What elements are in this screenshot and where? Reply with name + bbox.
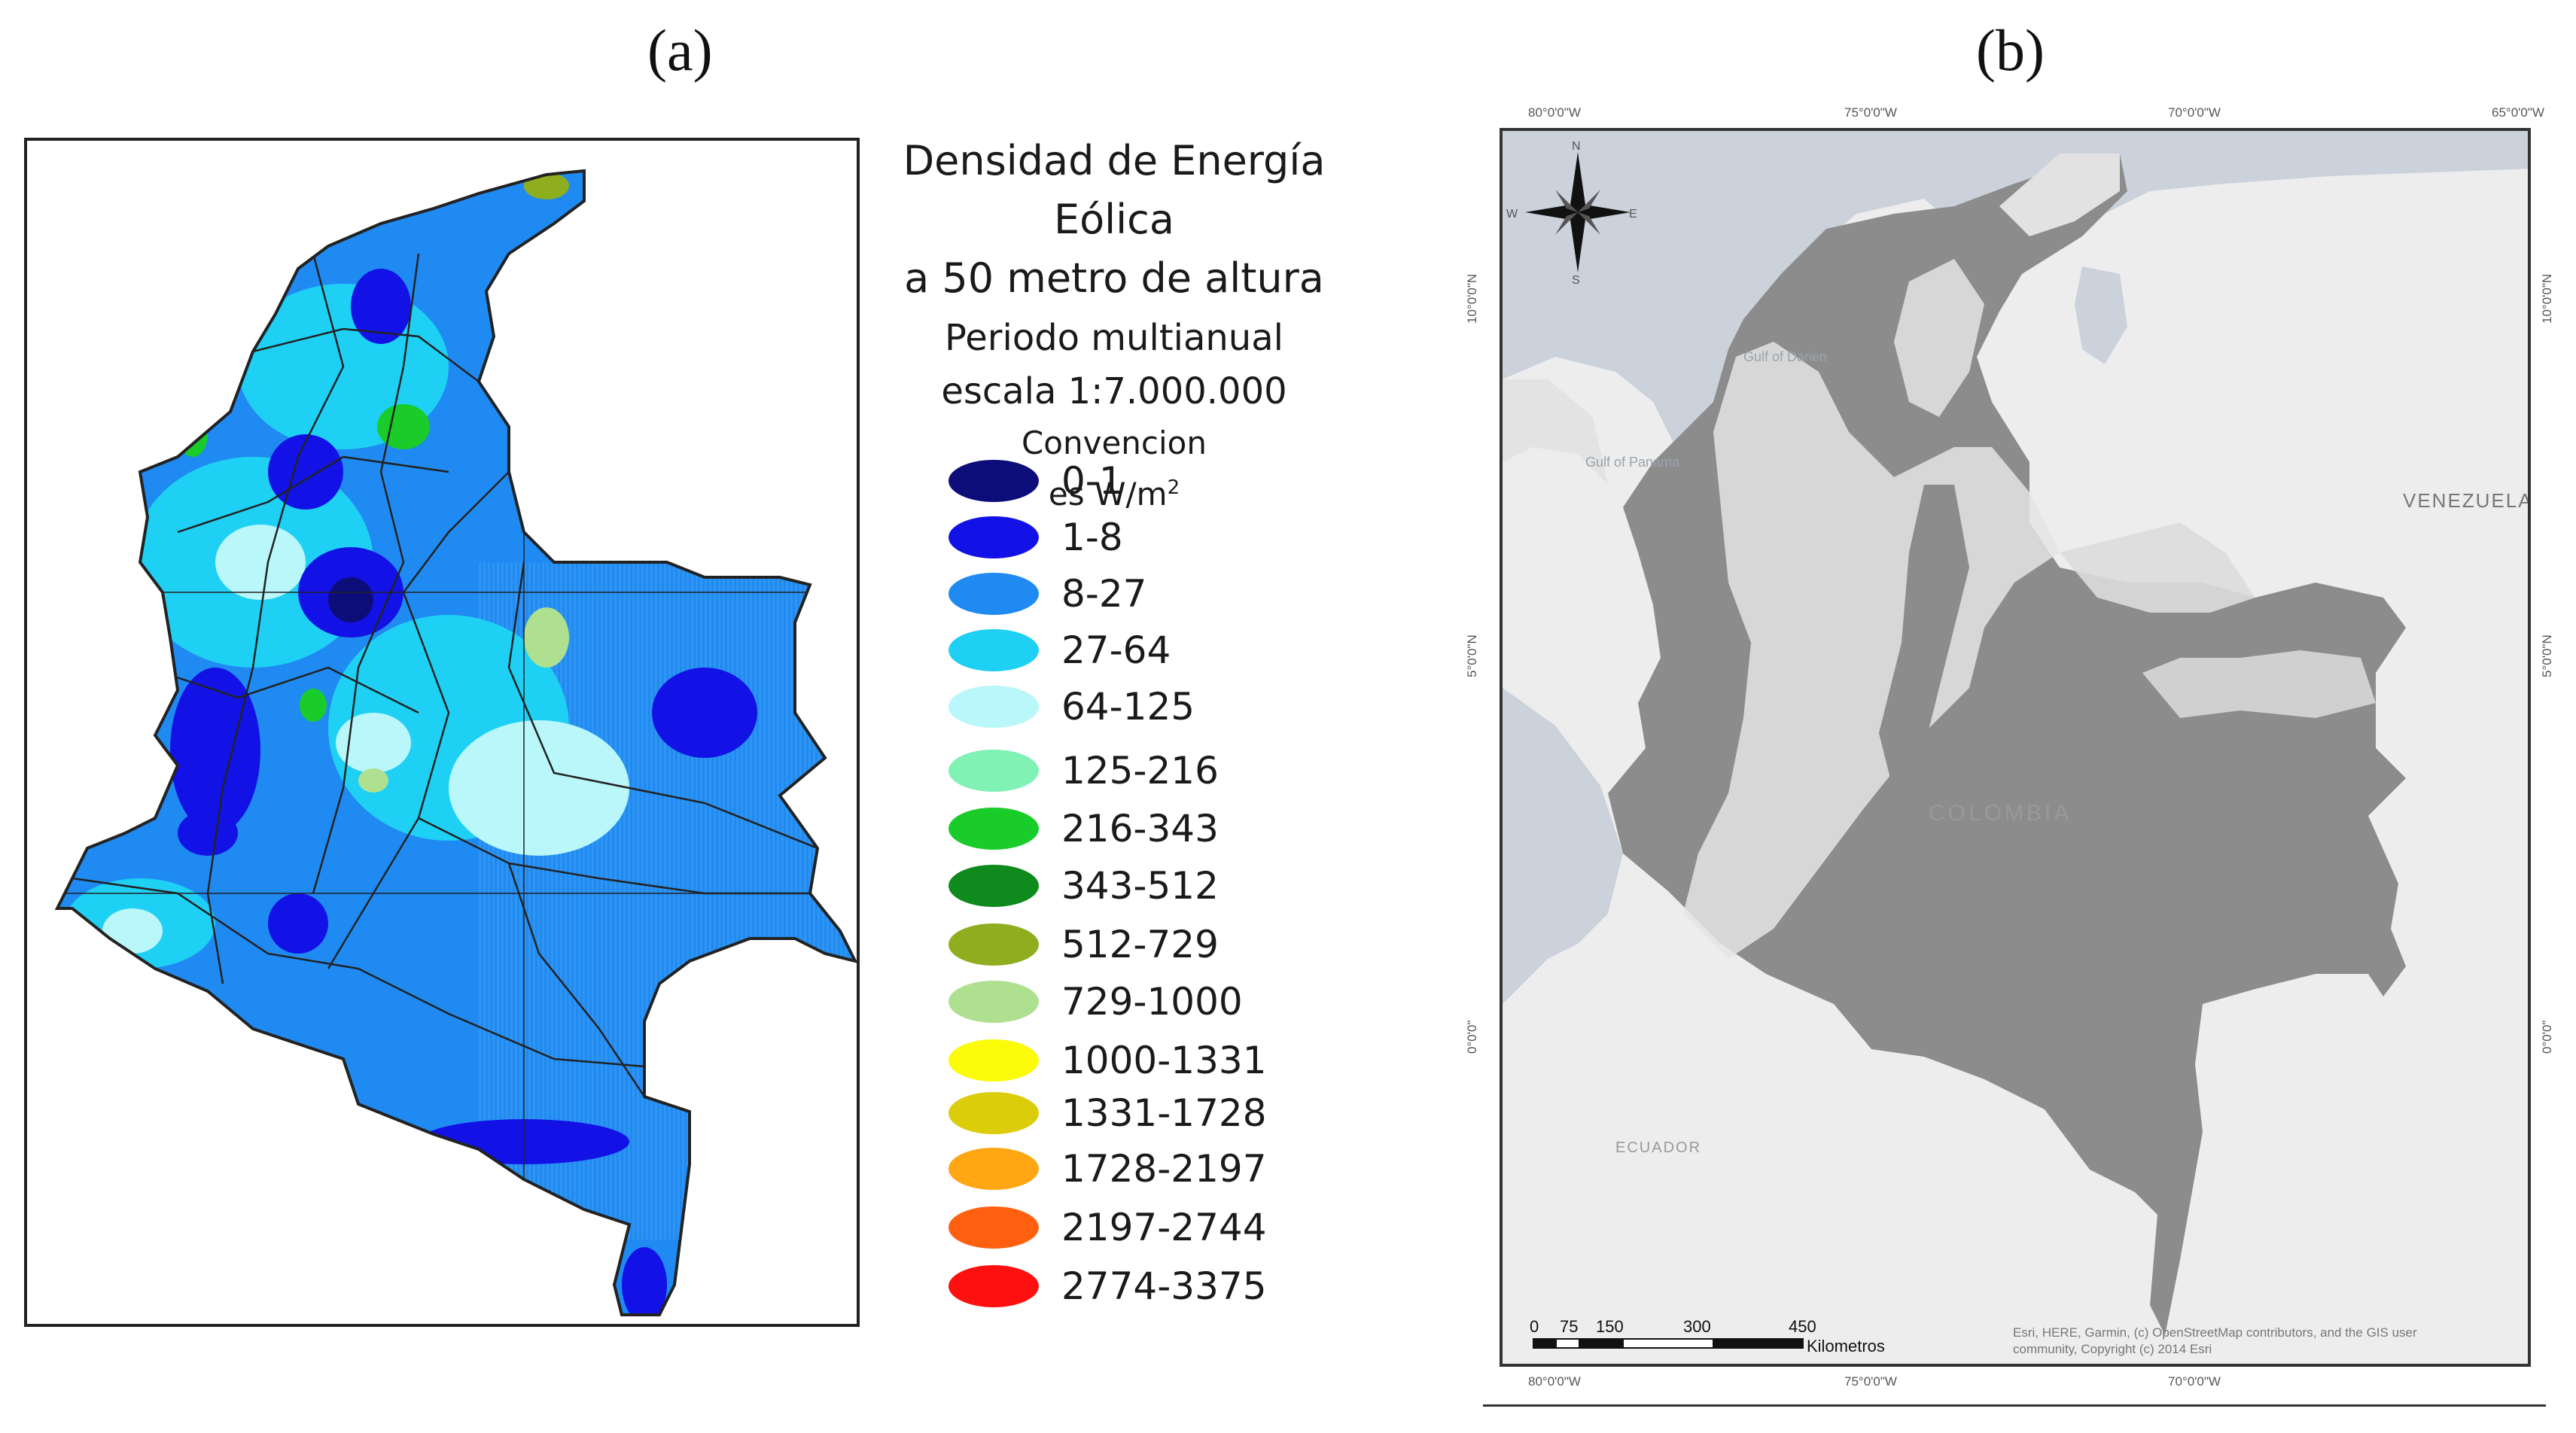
scale-tick: 300 xyxy=(1683,1317,1711,1336)
land-cover-map-svg xyxy=(1503,154,2528,1364)
label-ecuador: ECUADOR xyxy=(1615,1139,1702,1156)
lat-label-left: 5°0'0"N xyxy=(1465,634,1479,677)
legend-item: 8-27 xyxy=(948,570,1340,616)
compass-s: S xyxy=(1572,274,1580,287)
legend-item: 125-216 xyxy=(948,747,1340,793)
legend-item: 343-512 xyxy=(948,862,1340,908)
legend-swatch xyxy=(948,1039,1039,1082)
legend-item-label: 216-343 xyxy=(1061,807,1219,850)
legend-item-label: 2197-2744 xyxy=(1061,1206,1267,1249)
scale-tick: 150 xyxy=(1596,1317,1624,1336)
wind-density-map xyxy=(24,138,860,1327)
lon-label-top: 70°0'0"W xyxy=(2168,105,2221,120)
legend-item-label: 1-8 xyxy=(1061,516,1123,559)
legend-swatch xyxy=(948,865,1039,907)
legend-item-label: 512-729 xyxy=(1061,923,1219,966)
label-gulf-panama: Gulf of Panama xyxy=(1585,455,1680,470)
legend-convention: Convencion xyxy=(1021,424,1207,461)
scale-tick: 450 xyxy=(1789,1317,1816,1336)
legend-swatch xyxy=(948,1092,1039,1134)
legend-title-line2: a 50 metro de altura xyxy=(904,254,1324,302)
legend-item: 1000-1331 xyxy=(948,1036,1340,1082)
legend-item-label: 343-512 xyxy=(1061,864,1219,908)
legend-item: 0-1 xyxy=(948,457,1340,503)
panel-a-label: (a) xyxy=(647,17,713,83)
panel-b-label: (b) xyxy=(1976,17,2045,83)
legend-swatch xyxy=(948,686,1039,728)
compass-e: E xyxy=(1629,208,1637,221)
wind-density-map-svg xyxy=(54,169,857,1316)
legend-title-line1: Densidad de Energía Eólica xyxy=(903,137,1326,243)
label-venezuela: VENEZUELA xyxy=(2403,489,2531,512)
legend-swatch xyxy=(948,1265,1039,1307)
legend-item: 512-729 xyxy=(948,920,1340,966)
legend-item-label: 0-1 xyxy=(1061,459,1123,503)
legend-item-label: 8-27 xyxy=(1061,572,1147,616)
legend-item: 216-343 xyxy=(948,805,1340,850)
legend-item: 2774-3375 xyxy=(948,1262,1340,1308)
label-gulf-darien: Gulf of Darien xyxy=(1743,349,1828,364)
lon-label-bottom: 80°0'0"W xyxy=(1528,1374,1581,1389)
legend-scale: escala 1:7.000.000 xyxy=(941,370,1287,412)
legend-item: 27-64 xyxy=(948,626,1340,672)
scale-tick: 0 xyxy=(1530,1317,1539,1336)
lat-label-right: 0°0'0" xyxy=(2540,1020,2554,1054)
legend-swatch xyxy=(948,923,1039,966)
legend-swatch xyxy=(948,808,1039,850)
legend-item-label: 729-1000 xyxy=(1061,980,1243,1024)
legend-item-label: 2774-3375 xyxy=(1061,1264,1267,1308)
legend-item: 2197-2744 xyxy=(948,1203,1340,1249)
lon-label-bottom: 70°0'0"W xyxy=(2168,1374,2221,1389)
legend-item-label: 1728-2197 xyxy=(1061,1147,1267,1191)
lat-label-right: 10°0'0"N xyxy=(2540,273,2554,324)
legend-item: 729-1000 xyxy=(948,978,1340,1024)
legend-units-text: es W/m xyxy=(1048,476,1168,513)
legend-swatch xyxy=(948,629,1039,671)
map-attribution: Esri, HERE, Garmin, (c) OpenStreetMap co… xyxy=(2013,1325,2417,1356)
scale-tick: 75 xyxy=(1560,1317,1579,1336)
legend-swatch xyxy=(948,573,1039,615)
legend-item: 1331-1728 xyxy=(948,1089,1340,1135)
lat-label-right: 5°0'0"N xyxy=(2540,634,2554,677)
legend-units: es W/m2 xyxy=(873,466,1355,516)
legend-swatch xyxy=(948,516,1039,558)
legend-swatch xyxy=(948,1148,1039,1190)
legend-units-sup: 2 xyxy=(1167,476,1180,499)
legend-swatch xyxy=(948,460,1039,502)
lon-label-top: 75°0'0"W xyxy=(1844,105,1897,120)
legend-swatch xyxy=(948,750,1039,792)
compass-n: N xyxy=(1572,140,1581,153)
lon-label-top: 80°0'0"W xyxy=(1528,105,1581,120)
legend-item-label: 64-125 xyxy=(1061,685,1195,729)
legend-item: 1728-2197 xyxy=(948,1145,1340,1191)
lon-label-top: 65°0'0"W xyxy=(2492,105,2544,120)
compass-w: W xyxy=(1506,208,1518,221)
legend-item-label: 27-64 xyxy=(1061,628,1171,672)
scale-unit: Kilometros xyxy=(1807,1337,1885,1355)
land-cover-map: N S W E Gulf of Darien Gulf of Panama VE… xyxy=(1500,128,2531,1367)
lat-label-left: 10°0'0"N xyxy=(1465,273,1479,324)
legend-item: 1-8 xyxy=(948,513,1340,559)
legend-swatch xyxy=(948,1206,1039,1249)
legend-item-label: 1000-1331 xyxy=(1061,1039,1267,1082)
legend: Densidad de Energía Eólica a 50 metro de… xyxy=(873,132,1355,1308)
legend-item: 64-125 xyxy=(948,683,1340,729)
legend-swatch xyxy=(948,981,1039,1023)
lat-label-left: 0°0'0" xyxy=(1465,1020,1479,1054)
compass-rose-icon xyxy=(1525,152,1631,272)
legend-period: Periodo multianual xyxy=(945,317,1283,359)
legend-item-label: 1331-1728 xyxy=(1061,1091,1267,1135)
legend-item-label: 125-216 xyxy=(1061,749,1219,793)
lon-label-bottom: 75°0'0"W xyxy=(1844,1374,1897,1389)
scale-bar xyxy=(1533,1338,1804,1349)
bottom-rule xyxy=(1483,1404,2546,1407)
label-colombia: COLOMBIA xyxy=(1929,801,2072,826)
